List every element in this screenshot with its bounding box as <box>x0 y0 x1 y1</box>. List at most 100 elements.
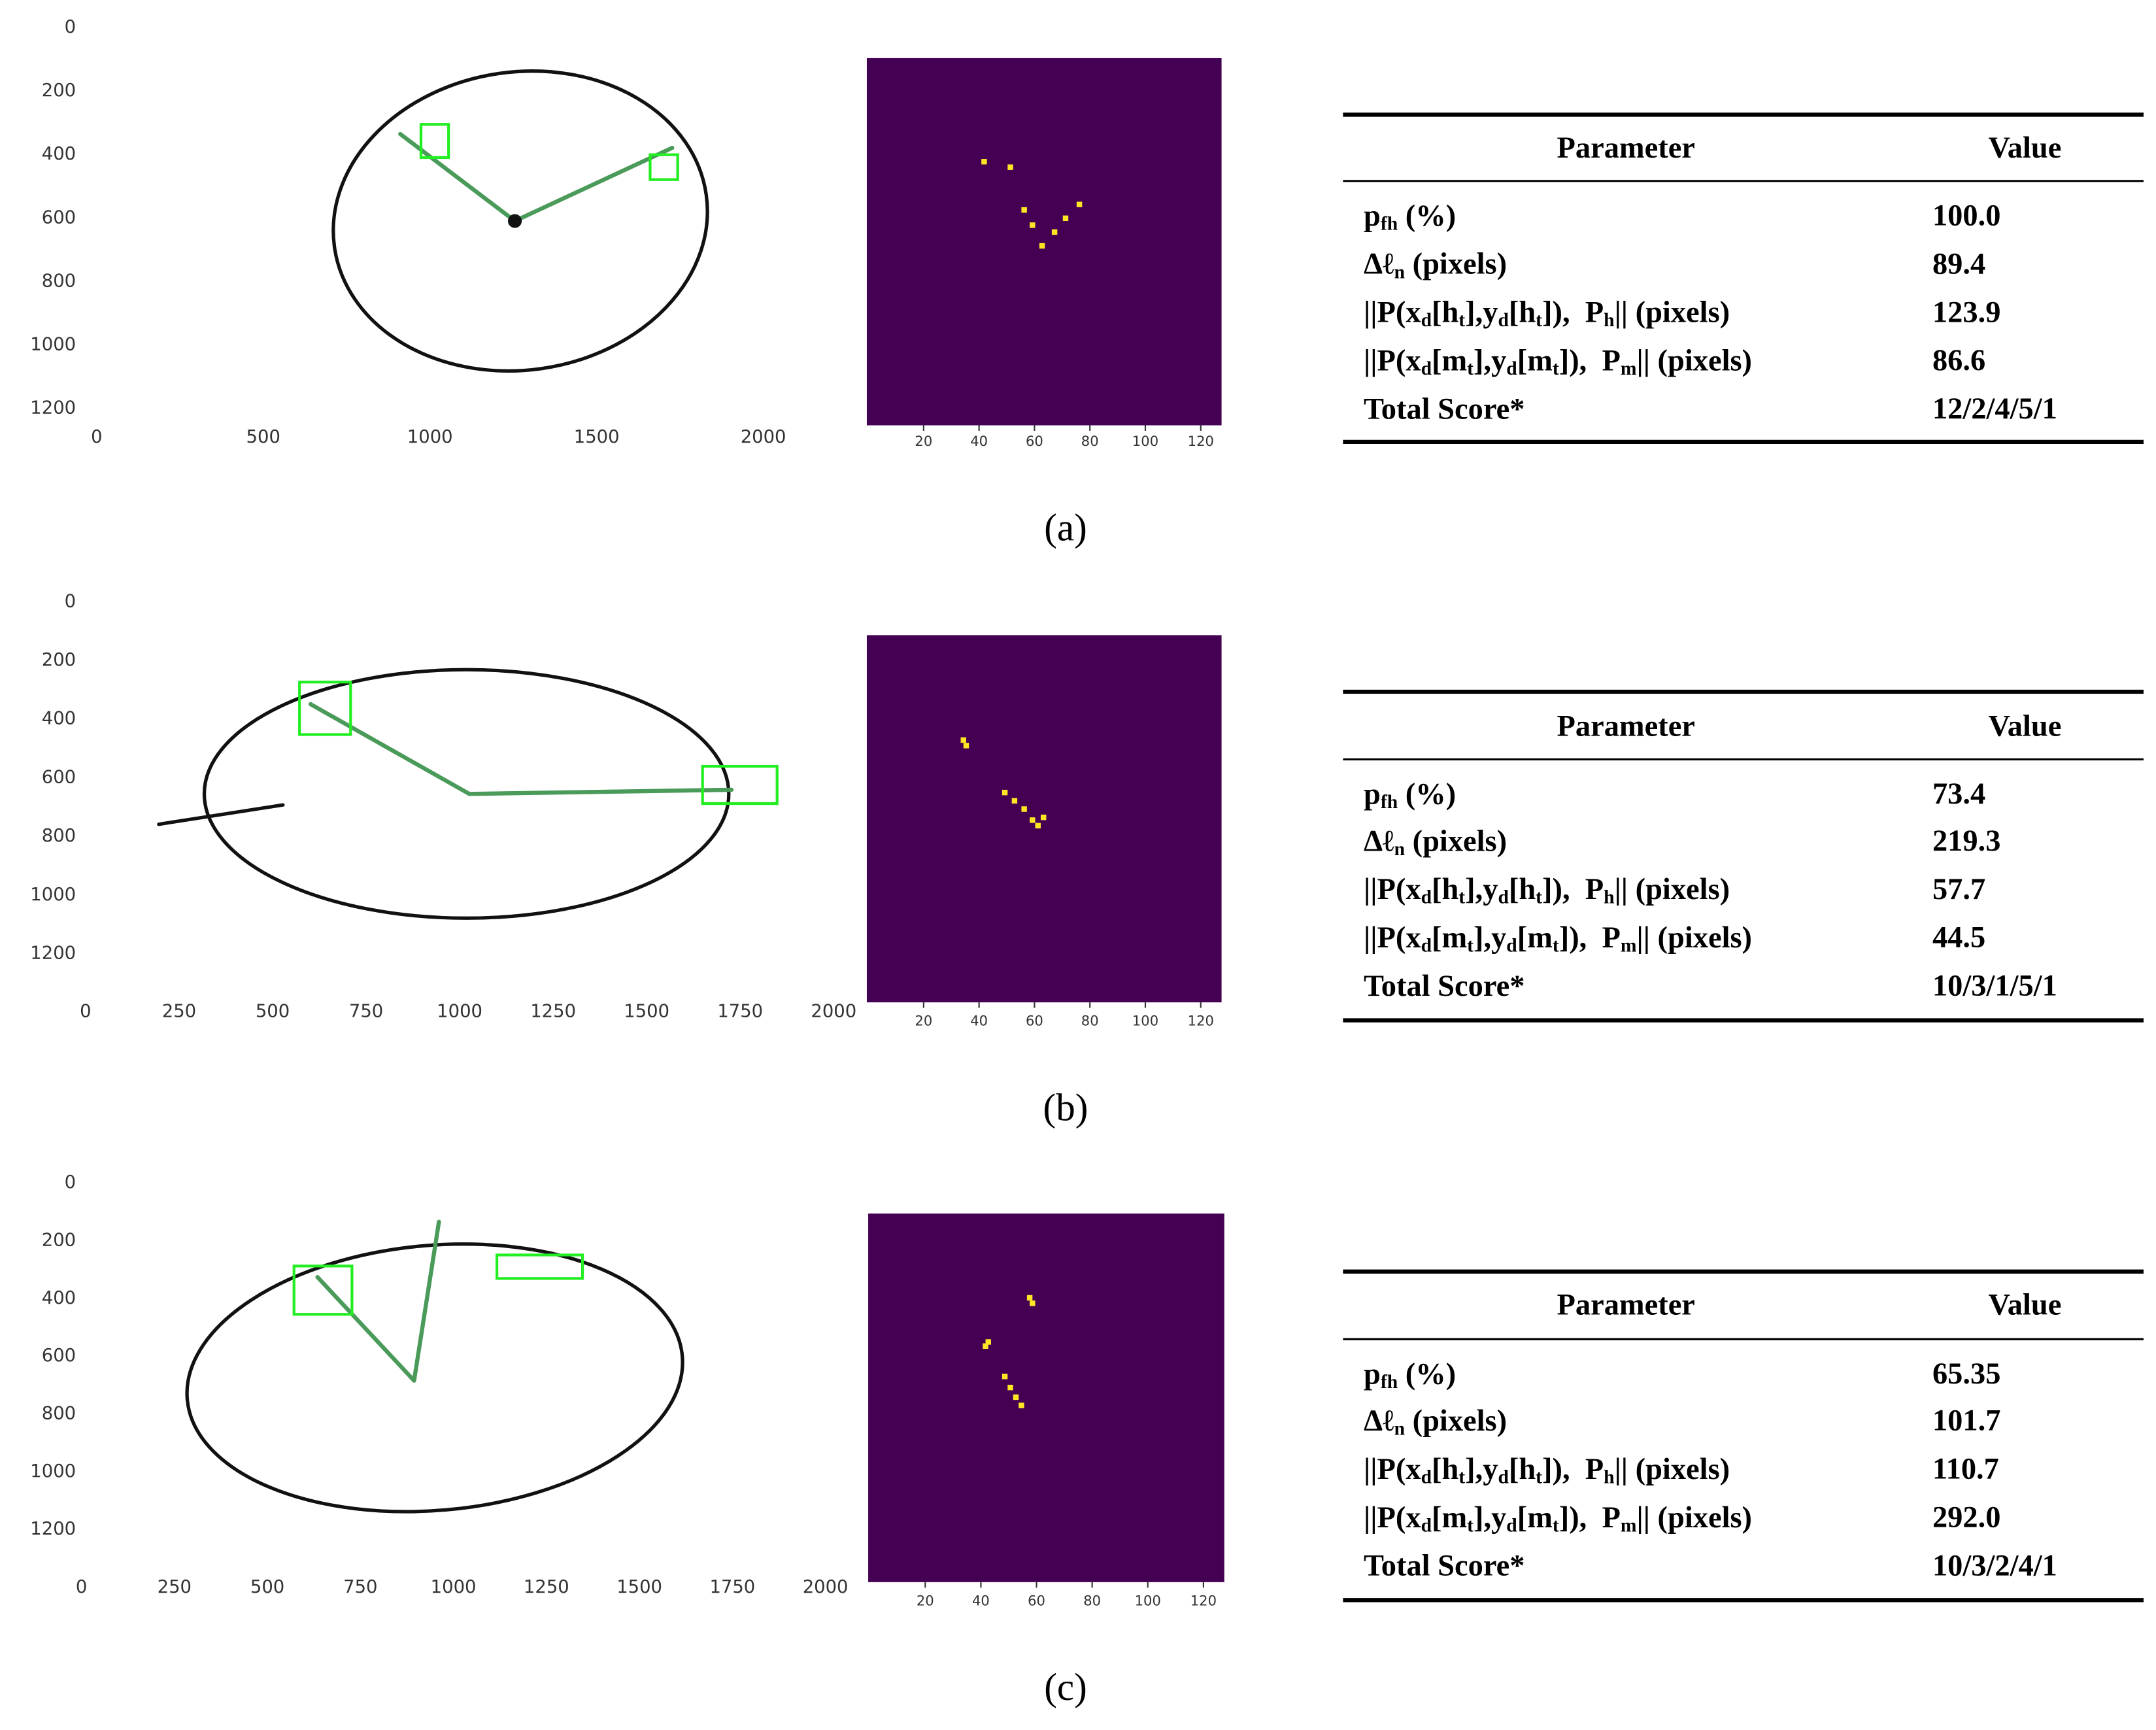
subscript: t <box>1458 310 1465 331</box>
subscript: d <box>1421 358 1432 379</box>
fitted-hand <box>308 702 472 796</box>
subscript: d <box>1498 1467 1509 1487</box>
x-tick-label: 120 <box>1188 433 1214 449</box>
x-tick-label: 2000 <box>811 1001 856 1021</box>
x-tick-label: 1000 <box>407 427 453 447</box>
text-run: [m <box>1432 344 1467 377</box>
mask-pixel <box>1030 222 1036 228</box>
table-header: Parameter <box>1557 1288 1695 1321</box>
x-tick-label: 2000 <box>741 427 786 447</box>
text-run: [h <box>1509 296 1536 329</box>
text-run: ],y <box>1474 921 1506 955</box>
x-tick-label: 1500 <box>624 1001 669 1021</box>
caption: (c) <box>1044 1665 1087 1708</box>
parameter-label: pfh (%) <box>1364 777 1456 813</box>
x-tick-label: 1500 <box>616 1577 662 1597</box>
parameter-label: ||P(xd[mt],yd[mt]), Pm|| (pixels) <box>1364 921 1752 957</box>
value-cell: 292.0 <box>1932 1501 2000 1535</box>
text-run: (pixels) <box>1405 824 1507 858</box>
text-run: ]), P <box>1559 921 1621 955</box>
text-run: p <box>1364 199 1381 232</box>
value-cell: 100.0 <box>1932 199 2000 232</box>
y-tick-label: 1200 <box>30 1519 76 1539</box>
subscript: t <box>1536 1467 1542 1487</box>
fitted-hand <box>315 1275 416 1383</box>
text-run: [h <box>1509 1453 1536 1486</box>
text-run: (%) <box>1398 1357 1456 1391</box>
clock-drawing <box>331 69 709 373</box>
parameter-label: pfh (%) <box>1364 1357 1456 1393</box>
subscript: d <box>1421 935 1432 956</box>
subscript: n <box>1394 262 1405 282</box>
subscript: n <box>1394 1418 1405 1439</box>
text-run: (pixels) <box>1405 247 1507 280</box>
text-run: ],y <box>1474 1501 1506 1535</box>
text-run: ]), P <box>1559 344 1621 377</box>
text-run: ||P(x <box>1364 344 1421 377</box>
subscript: d <box>1421 310 1432 331</box>
stroke <box>157 803 285 826</box>
text-run: [m <box>1517 921 1553 955</box>
x-tick-label: 0 <box>76 1577 87 1597</box>
x-tick-label: 1750 <box>709 1577 755 1597</box>
y-tick-label: 200 <box>42 80 76 101</box>
subscript: m <box>1621 935 1637 956</box>
subscript: m <box>1621 1515 1637 1536</box>
text-run: ||P(x <box>1364 1453 1421 1486</box>
detection-box <box>648 153 679 181</box>
x-tick-label: 750 <box>343 1577 377 1597</box>
y-tick-label: 400 <box>42 709 76 729</box>
parameter-label: Δℓn (pixels) <box>1364 1404 1507 1440</box>
parameter-label: Total Score* <box>1364 970 1524 1003</box>
text-run: || (pixels) <box>1615 296 1730 329</box>
mask-pixel <box>983 1343 988 1349</box>
subscript: d <box>1506 358 1517 379</box>
mask-pixel <box>1019 1402 1024 1408</box>
subscript: h <box>1604 1467 1614 1487</box>
text-run: || (pixels) <box>1615 1453 1730 1486</box>
subscript: d <box>1421 887 1432 908</box>
table-header: Parameter <box>1557 710 1695 743</box>
caption: (a) <box>1044 506 1087 549</box>
mask-pixel <box>1035 823 1041 829</box>
y-tick-label: 800 <box>42 271 76 291</box>
subscript: d <box>1506 1515 1517 1536</box>
text-run: ]), P <box>1542 873 1604 906</box>
x-tick-label: 500 <box>250 1577 284 1597</box>
x-tick-label: 500 <box>246 427 280 447</box>
text-run: (%) <box>1398 199 1456 232</box>
value-cell: 123.9 <box>1932 296 2000 329</box>
mask-pixel <box>963 743 969 749</box>
x-tick-label: 120 <box>1190 1592 1217 1608</box>
value-cell: 219.3 <box>1932 824 2000 858</box>
x-tick-label: 40 <box>970 433 988 449</box>
x-tick-label: 1000 <box>437 1001 482 1021</box>
subscript: t <box>1458 887 1465 908</box>
parameter-label: Δℓn (pixels) <box>1364 824 1507 860</box>
parameter-label: ||P(xd[ht],yd[ht]), Ph|| (pixels) <box>1364 873 1730 908</box>
value-cell: 101.7 <box>1932 1404 2000 1438</box>
mask-pixel <box>1062 215 1069 222</box>
y-tick-label: 1000 <box>30 1461 76 1482</box>
text-run: || (pixels) <box>1636 344 1752 377</box>
subscript: h <box>1604 310 1614 331</box>
parameter-label: ||P(xd[ht],yd[ht]), Ph|| (pixels) <box>1364 296 1730 331</box>
detection-box <box>701 764 779 806</box>
text-run: [m <box>1432 921 1467 955</box>
fitted-hand <box>467 787 734 796</box>
parameter-label: Total Score* <box>1364 1549 1524 1582</box>
clock-outline <box>202 668 731 920</box>
parameter-label: Total Score* <box>1364 392 1524 426</box>
subscript: fh <box>1381 792 1398 813</box>
subscript: t <box>1536 887 1542 908</box>
mask-pixel <box>1030 1300 1036 1306</box>
subscript: n <box>1394 839 1405 860</box>
table-header: Value <box>1988 1288 2061 1321</box>
detection-box <box>495 1253 584 1280</box>
y-tick-label: 600 <box>42 767 76 787</box>
value-cell: 57.7 <box>1932 873 1985 906</box>
text-run: Total Score* <box>1364 1549 1524 1582</box>
x-tick-label: 80 <box>1081 433 1099 449</box>
y-tick-label: 400 <box>42 144 76 164</box>
text-run: Δℓ <box>1364 247 1394 280</box>
